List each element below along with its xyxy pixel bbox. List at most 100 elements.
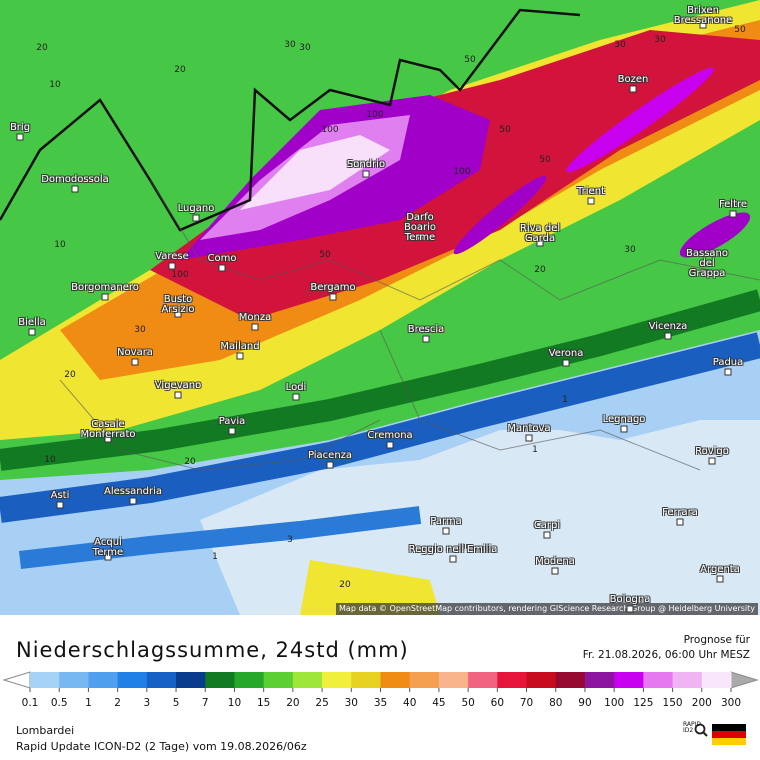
city-label: Trient: [577, 186, 605, 197]
city-dot: [664, 332, 672, 340]
city-label: Mailand: [220, 341, 260, 352]
city-label: Vicenza: [648, 321, 688, 332]
city-label: Casale Monferrato: [80, 419, 136, 440]
city-label: Pavia: [218, 416, 246, 427]
city-dot: [724, 368, 732, 376]
city-label: Verona: [548, 348, 584, 359]
city-dot: [729, 210, 737, 218]
contour-label: 1: [212, 552, 218, 562]
city-label: Bologna: [609, 594, 651, 605]
logo-text: RAPID ID2: [683, 721, 702, 734]
legend-label: 300: [721, 697, 741, 709]
legend-label: 15: [257, 697, 270, 709]
contour-label: 50: [539, 155, 551, 165]
city-dot: [236, 352, 244, 360]
city-label: Parma: [430, 516, 462, 527]
contour-label: 100: [453, 167, 471, 177]
region: Lombardei: [16, 724, 75, 737]
city-dot: [562, 359, 570, 367]
contour-label: 30: [284, 40, 296, 50]
city-dot: [442, 527, 450, 535]
city-label: Brig: [9, 122, 31, 133]
city-dot: [699, 21, 707, 29]
contour-label: 20: [174, 65, 186, 75]
precip-area: [566, 67, 714, 173]
city-dot: [71, 185, 79, 193]
legend-swatch: [497, 672, 528, 688]
map-base: [0, 0, 760, 615]
city-label: Lugano: [177, 203, 215, 214]
city-dot: [101, 293, 109, 301]
legend-label: 5: [173, 697, 180, 709]
legend-swatch: [438, 672, 469, 688]
city-dot: [362, 170, 370, 178]
contour-label: 30: [624, 245, 636, 255]
legend-swatch: [234, 672, 265, 688]
model-run: Rapid Update ICON-D2 (2 Tage) vom 19.08.…: [16, 740, 307, 753]
search-icon: [694, 723, 708, 737]
legend-label: 90: [578, 697, 591, 709]
legend-label: 1: [85, 697, 92, 709]
legend-label: 2: [114, 697, 121, 709]
city-label: Domodossola: [41, 174, 109, 185]
city-dot: [416, 233, 424, 241]
city-dot: [676, 518, 684, 526]
city-label: Padua: [712, 357, 744, 368]
contour-label: 50: [319, 250, 331, 260]
city-dot: [386, 441, 394, 449]
legend-label: 125: [633, 697, 653, 709]
city-dot: [551, 567, 559, 575]
legend-swatch: [672, 672, 703, 688]
legend-label: 10: [228, 697, 241, 709]
forecast-label: Prognose für: [683, 634, 750, 646]
city-label: Mantova: [507, 423, 551, 434]
city-label: Biella: [18, 317, 46, 328]
city-label: Darfo Boario Terme: [403, 212, 437, 243]
legend-swatch: [555, 672, 586, 688]
precip-area: [18, 506, 422, 569]
city-label: Monza: [238, 312, 272, 323]
legend-swatch: [263, 672, 294, 688]
city-label: Ferrara: [662, 507, 698, 518]
legend-label: 3: [143, 697, 150, 709]
legend-label: 25: [315, 697, 328, 709]
city-label: Borgomanero: [71, 282, 139, 293]
legend-swatch: [30, 672, 60, 688]
contour-label: 100: [366, 110, 384, 120]
city-dot: [587, 197, 595, 205]
city-label: Sondrio: [346, 159, 386, 170]
city-label: Modena: [535, 556, 575, 567]
legend-swatch: [526, 672, 557, 688]
contour-label: 30: [654, 35, 666, 45]
city-dot: [543, 531, 551, 539]
city-dot: [131, 358, 139, 366]
city-label: Asti: [50, 490, 70, 501]
legend: 0.1 0.5 1 2 3 5 7 10 15 20 25 30 35 40 45 50 60 70 80 90 100…: [2, 671, 759, 709]
city-label: Lodi: [285, 382, 307, 393]
legend-label: 0.5: [51, 697, 68, 709]
legend-swatch: [176, 672, 206, 688]
city-dot: [326, 461, 334, 469]
legend-label: 30: [345, 697, 358, 709]
forecast-time: Fr. 21.08.2026, 06:00 Uhr MESZ: [582, 649, 750, 661]
city-label: Vigevano: [154, 380, 202, 391]
legend-label: 50: [461, 697, 474, 709]
city-label: Acqui Terme: [92, 537, 124, 558]
legend-label: 70: [520, 697, 533, 709]
city-dot: [703, 269, 711, 277]
city-label: Legnago: [602, 414, 646, 425]
city-label: Brescia: [407, 324, 445, 335]
legend-label: 100: [604, 697, 624, 709]
city-dot: [422, 335, 430, 343]
city-dot: [251, 323, 259, 331]
city-label: Bassano del Grappa: [686, 248, 728, 279]
city-label: Bozen: [617, 74, 649, 85]
city-label: Como: [207, 253, 237, 264]
precip-area: [0, 332, 760, 523]
city-dot: [708, 457, 716, 465]
border: [0, 8, 581, 232]
map: Map data © OpenStreetMap contributors, r…: [0, 0, 760, 615]
city-dot: [16, 133, 24, 141]
legend-arrow: [2, 671, 31, 689]
